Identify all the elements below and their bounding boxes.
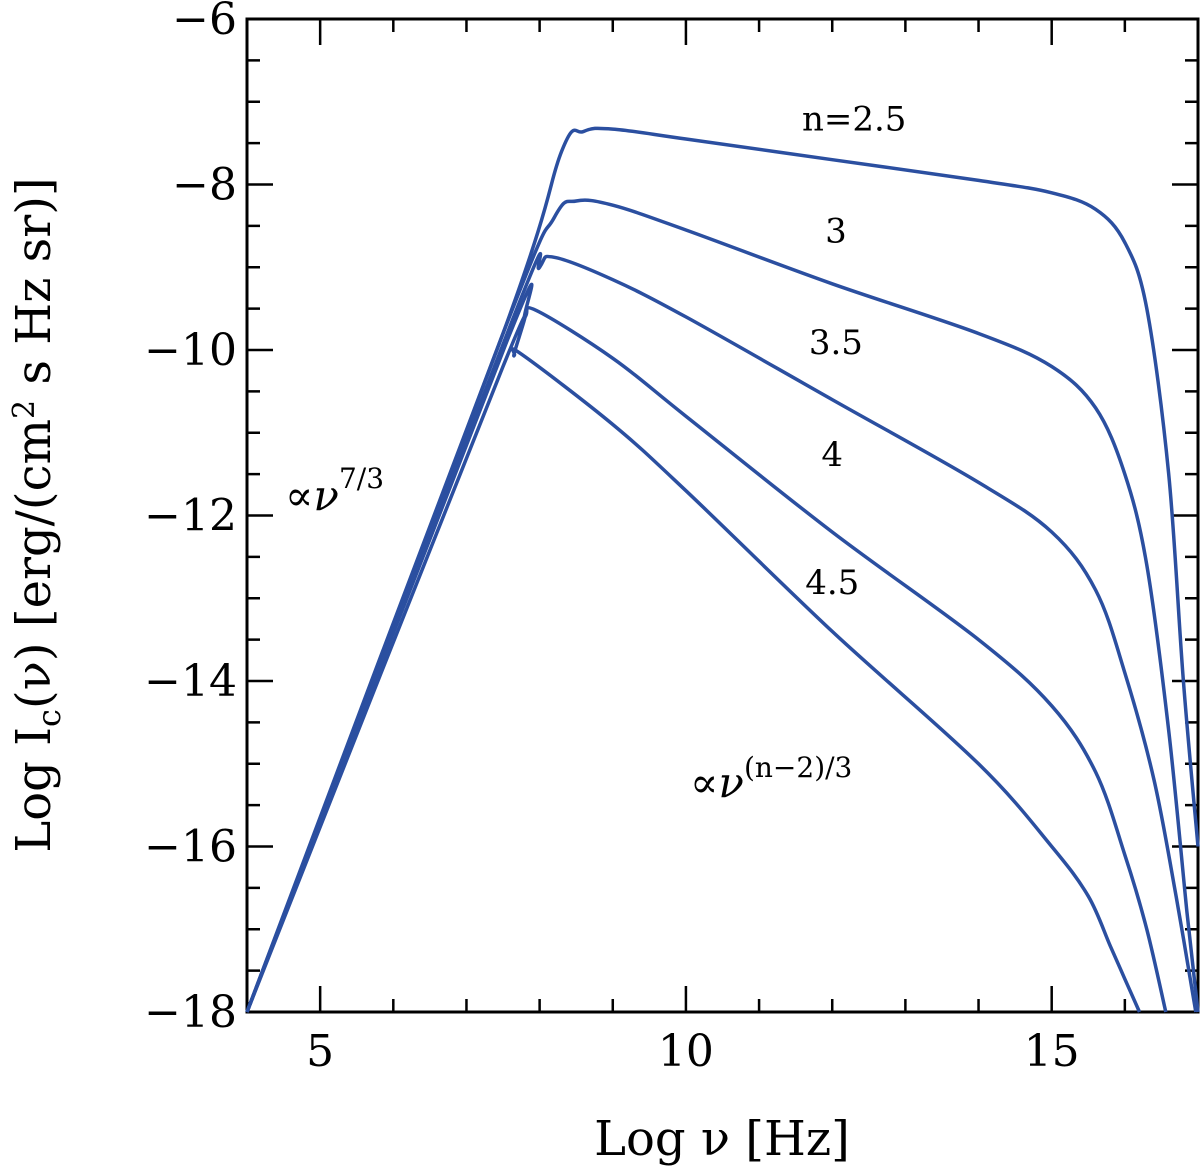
axis-tick-labels: 5 10 15 −18 −16 −14 −12 −10 −8 −6 — [144, 0, 1080, 1077]
x-tick-label: 5 — [306, 1026, 334, 1077]
y-tick-label: −12 — [144, 491, 237, 542]
curve-label-n-3.5: 3.5 — [809, 323, 863, 363]
series-line-n-3 — [245, 198, 1200, 1013]
y-tick-label: −6 — [172, 0, 237, 45]
series-line-n-3.5 — [245, 251, 1198, 1013]
curves — [245, 126, 1200, 1013]
y-tick-label: −14 — [144, 656, 237, 707]
series-line-n-2.5 — [245, 126, 1200, 1013]
curve-label-n-3: 3 — [825, 211, 847, 251]
y-tick-label: −18 — [144, 987, 237, 1038]
plot-area — [245, 17, 1200, 1014]
x-tick-label: 10 — [658, 1026, 714, 1077]
x-tick-label: 15 — [1024, 1026, 1080, 1077]
axis-ticks — [245, 17, 1200, 1014]
y-tick-label: −10 — [144, 325, 237, 376]
annotation-low-slope: ∝ν7/3 — [285, 462, 384, 520]
x-axis-title: Log ν [Hz] — [594, 1111, 850, 1167]
series-line-n-4.5 — [245, 313, 1142, 1013]
series-line-n-4 — [245, 282, 1168, 1013]
curve-labels: n=2.5 3 3.5 4 4.5 — [802, 100, 906, 603]
annotation-high-slope: ∝ν(n−2)/3 — [690, 751, 852, 807]
curve-label-n-4: 4 — [821, 435, 843, 475]
curve-label-n-4.5: 4.5 — [805, 563, 859, 603]
y-axis-title: Log Ic(ν) [erg/(cm2 s Hz sr)] — [6, 177, 68, 852]
y-tick-label: −8 — [172, 160, 237, 211]
curve-label-n-2.5: n=2.5 — [802, 100, 906, 140]
y-tick-label: −16 — [144, 822, 237, 873]
